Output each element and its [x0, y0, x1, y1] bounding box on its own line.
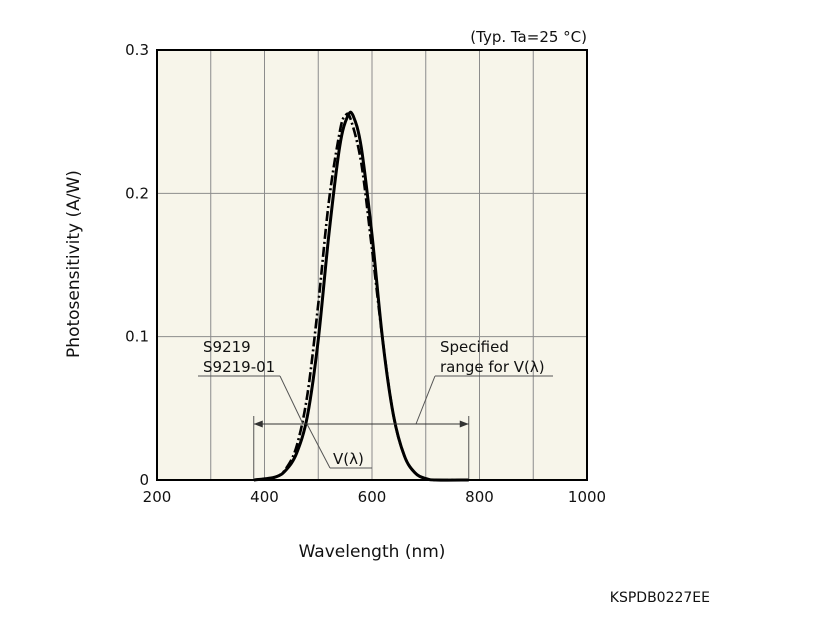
y-tick-label: 0.2: [125, 184, 149, 202]
y-tick-label: 0.1: [125, 328, 149, 346]
y-axis-title: Photosensitivity (A/W): [64, 170, 84, 358]
y-tick-labels: 0 0.1 0.2 0.3: [125, 41, 149, 489]
grid-lines: [157, 50, 587, 480]
annotation-sensor-label: S9219: [203, 338, 251, 356]
annotation-layer: S9219 S9219-01 V(λ) Specified range for V(λ): [198, 338, 553, 479]
y-tick-label: 0.3: [125, 41, 149, 59]
range-arrowhead-right: [459, 420, 469, 428]
annotation-v-lambda-label: V(λ): [333, 450, 364, 468]
annotation-leader-v-lambda: [306, 423, 331, 469]
annotation-sensor-label: S9219-01: [203, 358, 275, 376]
x-tick-label: 200: [143, 488, 172, 506]
figure-code: KSPDB0227EE: [610, 590, 710, 606]
annotation-range-label: Specified: [440, 338, 509, 356]
x-axis-title: Wavelength (nm): [299, 542, 446, 562]
annotation-leader-range: [415, 375, 436, 425]
series-layer: [253, 110, 469, 482]
series-line-v-lambda: [253, 112, 469, 482]
x-tick-labels: 200 400 600 800 1000: [143, 488, 606, 506]
condition-label: (Typ. Ta=25 °C): [470, 28, 587, 46]
x-tick-label: 1000: [568, 488, 606, 506]
x-tick-label: 800: [465, 488, 494, 506]
annotation-range-label: range for V(λ): [440, 358, 545, 376]
y-tick-label: 0: [139, 471, 149, 489]
range-arrowhead-left: [253, 420, 263, 428]
x-tick-label: 600: [358, 488, 387, 506]
plot-frame: [156, 49, 588, 481]
annotation-leader-sensor: [279, 375, 304, 425]
x-tick-label: 400: [250, 488, 279, 506]
